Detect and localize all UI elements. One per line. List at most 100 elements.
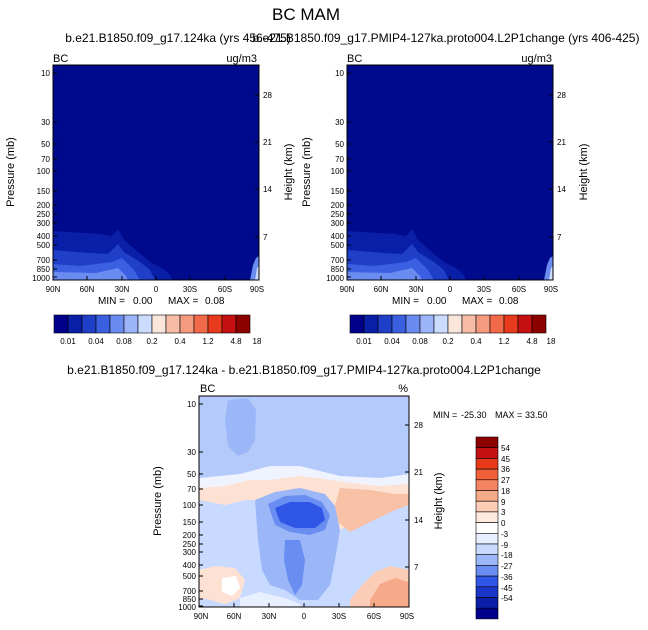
panel-2-field bbox=[347, 65, 553, 280]
panel-1-colorbar-cell-12 bbox=[207, 314, 223, 334]
panel-2-xtick-90s: 90S bbox=[544, 285, 558, 294]
panel-2-ytick-500: 500 bbox=[331, 241, 345, 250]
panel-1-ytick-10: 10 bbox=[41, 69, 50, 78]
panel-3-ytick-400: 400 bbox=[183, 561, 197, 570]
panel-3-units: % bbox=[398, 383, 408, 395]
panel-3-colorbar-cell-11 bbox=[475, 543, 499, 555]
panel-2-colorbar-cell-12 bbox=[503, 314, 519, 334]
panel-3-ytick-250: 250 bbox=[183, 540, 197, 549]
panel-3-ytick-300: 300 bbox=[183, 548, 197, 557]
panel-1-max-label: MAX = bbox=[168, 296, 198, 307]
panel-2-stats: MIN = 0.00 MAX = 0.08 bbox=[392, 296, 519, 307]
panel-2-cb-label-3: 0.08 bbox=[412, 337, 428, 346]
panel-1-variable-label: BC bbox=[53, 53, 68, 65]
panel-1-cb-label-3: 0.08 bbox=[116, 337, 132, 346]
panel-3-colorbar-cell-17 bbox=[475, 607, 499, 620]
panel-1-colorbar-cell-10 bbox=[179, 314, 195, 334]
panel-3-xtick-60s: 60S bbox=[367, 612, 381, 621]
panel-2-ytick-70: 70 bbox=[335, 155, 344, 164]
panel-3-ytick-marks bbox=[199, 403, 409, 607]
panel-1-max-value: 0.08 bbox=[205, 296, 225, 307]
panel-3-contour-low-right-salmon bbox=[370, 578, 409, 607]
panel-3-cb-label-27: 27 bbox=[501, 476, 510, 485]
panel-1-colorbar-cell-7 bbox=[137, 314, 153, 334]
panel-3-ytick-150: 150 bbox=[183, 518, 197, 527]
panel-3-ytick-700: 700 bbox=[183, 587, 197, 596]
panel-3-cb-label-m3: -3 bbox=[501, 530, 509, 539]
panel-2-colorbar-cells bbox=[349, 314, 547, 334]
panel-3-cb-label-9: 9 bbox=[501, 498, 506, 507]
panel-1-right-tick-labels: 28 21 14 7 bbox=[263, 91, 272, 242]
panel-3-field bbox=[199, 396, 409, 607]
panel-2-xtick-30s: 30S bbox=[477, 285, 491, 294]
panel-2-xtick-60n: 60N bbox=[374, 285, 389, 294]
panel-2-contour-sh-edge bbox=[549, 266, 553, 280]
panel-3-xtick-0: 0 bbox=[302, 612, 307, 621]
panel-2-ytick-150: 150 bbox=[331, 187, 345, 196]
panel-3-y-tick-labels: 10 30 50 70 100 150 200 250 300 400 500 … bbox=[178, 400, 196, 612]
panel-2-xtick-30n: 30N bbox=[409, 285, 424, 294]
page-title: BC MAM bbox=[272, 5, 340, 24]
panel-3-colorbar-cell-1 bbox=[475, 436, 499, 448]
panel-1-colorbar-cell-2 bbox=[67, 314, 83, 334]
panel-3-contour-band-salmon bbox=[335, 488, 409, 532]
panel-1-units: ug/m3 bbox=[226, 53, 257, 65]
panel-2-ytick-850: 850 bbox=[331, 265, 345, 274]
panel-3-height-14: 14 bbox=[414, 516, 423, 525]
panel-3-max-value: 33.50 bbox=[525, 410, 548, 420]
panel-1-xtick-marks bbox=[52, 276, 260, 280]
panel-2-xtick-marks bbox=[346, 276, 554, 280]
panel-1-title: b.e21.B1850.f09_g17.124ka (yrs 456-475) bbox=[65, 31, 291, 45]
panel-2-ytick-1000: 1000 bbox=[326, 274, 344, 283]
panel-2-colorbar-labels: 0.01 0.04 0.08 0.2 0.4 1.2 4.8 18 bbox=[356, 337, 556, 346]
panel-1-colorbar: 0.01 0.04 0.08 0.2 0.4 1.2 4.8 18 bbox=[53, 314, 262, 346]
panel-3-xtick-30n: 30N bbox=[262, 612, 277, 621]
panel-1-xtick-30n: 30N bbox=[115, 285, 130, 294]
panel-1-xtick-0: 0 bbox=[154, 285, 159, 294]
panel-1-colorbar-cells bbox=[53, 314, 251, 334]
panel-1-height-14: 14 bbox=[263, 185, 272, 194]
panel-3-colorbar-cell-7 bbox=[475, 500, 499, 513]
panel-2-max-label: MAX = bbox=[462, 296, 492, 307]
panel-3-height-28: 28 bbox=[414, 421, 423, 430]
panel-3-right-tick-labels: 28 21 14 7 bbox=[414, 421, 423, 572]
panel-2-colorbar-cell-6 bbox=[419, 314, 435, 334]
panel-1-min-value: 0.00 bbox=[133, 296, 153, 307]
panel-2-height-28: 28 bbox=[557, 91, 566, 100]
panel-2-title: b.e21.B1850.f09_g17.PMIP4-127ka.proto004… bbox=[253, 31, 640, 45]
panel-2-contour-peak bbox=[347, 268, 422, 280]
panel-2-max-value: 0.08 bbox=[499, 296, 519, 307]
panel-2-ytick-10: 10 bbox=[335, 69, 344, 78]
panel-3-stats: MIN = -25.30 MAX = 33.50 bbox=[433, 410, 548, 420]
panel-2-colorbar-cell-10 bbox=[475, 314, 491, 334]
panel-2-height-14: 14 bbox=[557, 185, 566, 194]
panel-3-cb-label-36: 36 bbox=[501, 465, 510, 474]
panel-2-colorbar-cell-5 bbox=[405, 314, 421, 334]
panel-3-colorbar-cell-5 bbox=[475, 479, 499, 491]
panel-3-colorbar-cell-4 bbox=[475, 468, 499, 481]
panel-2-colorbar-cell-4 bbox=[391, 314, 407, 334]
panel-3-ytick-30: 30 bbox=[187, 448, 196, 457]
panel-1-cb-label-4: 0.2 bbox=[146, 337, 158, 346]
panel-3-contour-upper-mid bbox=[225, 398, 256, 456]
panel-1-ytick-500: 500 bbox=[37, 241, 51, 250]
panel-3-contour-center-core bbox=[275, 502, 325, 528]
panel-3-contour-bottom-white bbox=[240, 592, 300, 607]
panel-3-colorbar-cell-6 bbox=[475, 490, 499, 502]
panel-2-cb-label-5: 0.4 bbox=[470, 337, 482, 346]
panel-3-cb-label-m45: -45 bbox=[501, 584, 513, 593]
panel-1-ytick-100: 100 bbox=[37, 167, 51, 176]
panel-1-colorbar-cell-13 bbox=[221, 314, 237, 334]
panel-2-y-tick-labels: 10 30 50 70 100 150 200 250 300 400 500 … bbox=[326, 69, 344, 283]
panel-3-cb-label-3: 3 bbox=[501, 508, 506, 517]
panel-1-cb-label-5: 0.4 bbox=[174, 337, 186, 346]
panel-3-cb-label-54: 54 bbox=[501, 444, 510, 453]
panel-1-ytick-250: 250 bbox=[37, 210, 51, 219]
panel-1-x-tick-labels: 90N 60N 30N 0 30S 60S 90S bbox=[46, 285, 264, 294]
panel-3-ylabel: Pressure (mb) bbox=[152, 466, 164, 536]
panel-3-colorbar-cell-10 bbox=[475, 532, 499, 545]
panel-2-ylabel: Pressure (mb) bbox=[301, 137, 313, 207]
panel-1-ytick-700: 700 bbox=[37, 256, 51, 265]
panel-1-height-21: 21 bbox=[263, 138, 272, 147]
panel-3-xtick-90s: 90S bbox=[400, 612, 414, 621]
